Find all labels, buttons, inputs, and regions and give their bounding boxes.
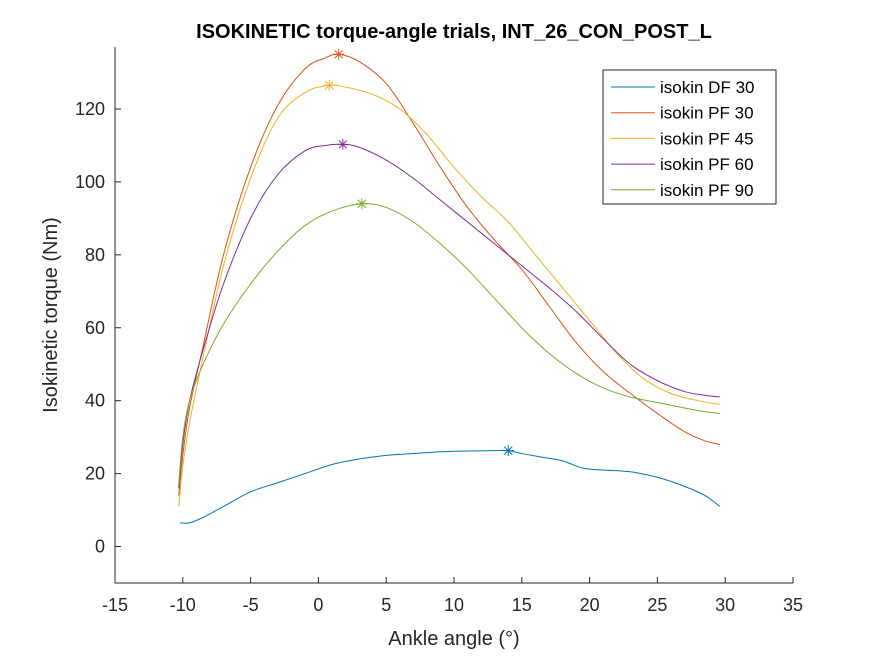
y-tick-label: 60 <box>85 318 105 338</box>
legend-label-isokin-pf-90: isokin PF 90 <box>660 181 754 200</box>
series-line-isokin-pf-60 <box>178 143 720 489</box>
y-tick-label: 80 <box>85 245 105 265</box>
x-tick-label: 10 <box>444 595 464 615</box>
x-tick-label: 0 <box>313 595 323 615</box>
x-tick-label: 30 <box>715 595 735 615</box>
x-tick-label: -15 <box>102 595 128 615</box>
marker-stroke <box>503 446 513 455</box>
peak-marker-isokin-pf-45 <box>323 79 335 91</box>
legend: isokin DF 30 isokin PF 30 isokin PF 45 isok… <box>602 69 777 205</box>
x-tick-label: 25 <box>647 595 667 615</box>
legend-label-isokin-pf-60: isokin PF 60 <box>660 155 754 174</box>
legend-label-isokin-df-30: isokin DF 30 <box>660 78 754 97</box>
marker-stroke <box>334 49 344 59</box>
series-line-isokin-pf-90 <box>178 203 720 485</box>
x-tick-label: -5 <box>243 595 259 615</box>
legend-box <box>602 69 777 205</box>
series-line-isokin-df-30 <box>180 449 721 524</box>
peak-marker-isokin-pf-30 <box>333 48 345 60</box>
legend-label-isokin-pf-30: isokin PF 30 <box>660 104 754 123</box>
series-layer <box>178 48 721 524</box>
y-tick-label: 120 <box>75 99 105 119</box>
marker-stroke <box>324 80 334 90</box>
peak-marker-isokin-df-30 <box>502 445 514 457</box>
marker-stroke <box>338 140 348 149</box>
y-tick-label: 0 <box>95 537 105 557</box>
x-tick-label: 20 <box>580 595 600 615</box>
marker-stroke <box>357 199 367 209</box>
legend-label-isokin-pf-45: isokin PF 45 <box>660 129 754 148</box>
axes-layer: -15 -10 -5 0 5 10 15 20 25 30 35 0 20 40 60 80 100 120 <box>75 47 803 615</box>
y-tick-label: 20 <box>85 464 105 484</box>
y-tick-label: 100 <box>75 172 105 192</box>
x-tick-label: 35 <box>783 595 803 615</box>
y-tick-label: 40 <box>85 391 105 411</box>
peak-marker-isokin-pf-90 <box>356 198 368 210</box>
x-tick-label: 5 <box>381 595 391 615</box>
chart-title: ISOKINETIC torque-angle trials, INT_26_C… <box>196 21 712 43</box>
series-line-isokin-pf-45 <box>178 84 720 507</box>
y-axis-title: Isokinetic torque (Nm) <box>40 217 62 413</box>
x-tick-label: -10 <box>170 595 196 615</box>
x-tick-label: 15 <box>512 595 532 615</box>
x-axis-title: Ankle angle (°) <box>388 628 519 650</box>
peak-marker-isokin-pf-60 <box>337 138 349 150</box>
